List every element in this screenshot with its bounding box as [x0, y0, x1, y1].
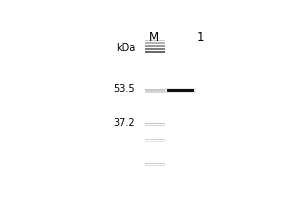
Bar — [145, 89, 165, 91]
Bar — [145, 139, 165, 140]
Bar — [145, 141, 165, 142]
Text: kDa: kDa — [116, 43, 135, 53]
Text: 53.5: 53.5 — [113, 84, 135, 94]
Bar — [165, 88, 196, 93]
Text: 37.2: 37.2 — [113, 118, 135, 128]
Text: M: M — [149, 31, 159, 44]
Bar — [167, 89, 194, 92]
Bar — [145, 51, 165, 53]
Bar — [145, 163, 165, 164]
Bar — [145, 40, 165, 41]
Bar — [145, 125, 165, 126]
Bar — [145, 45, 165, 47]
Bar — [145, 48, 165, 50]
Bar — [145, 123, 165, 124]
Bar — [145, 165, 165, 166]
Text: 1: 1 — [196, 31, 204, 44]
Bar — [145, 42, 165, 44]
Bar — [145, 91, 165, 93]
